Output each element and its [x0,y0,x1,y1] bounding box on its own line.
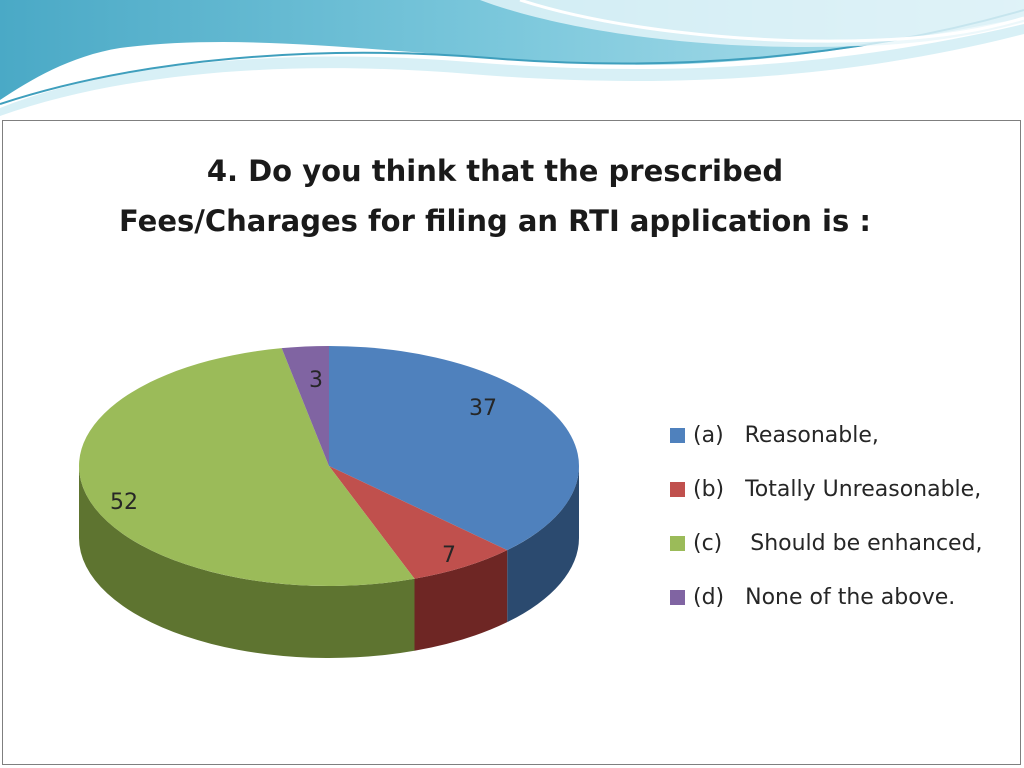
legend-item-b: (b) Totally Unreasonable, [670,462,1010,516]
chart-title-line-2: Fees/Charages for filing an RTI applicat… [119,204,871,238]
chart-title: 4. Do you think that the prescribed Fees… [0,146,990,246]
pie-slice-d [281,346,329,466]
legend-label-b: (b) Totally Unreasonable, [693,476,982,502]
legend-swatch-c [670,535,685,551]
pie-side-b [414,550,508,651]
legend-label-d: (d) None of the above. [693,584,956,610]
pie-tops [79,346,580,586]
data-label-a: 37 [469,396,497,421]
data-label-c: 52 [110,490,138,515]
legend-item-d: (d) None of the above. [670,570,1010,624]
legend-item-c: (c) Should be enhanced, [670,516,1010,570]
legend-label-c: (c) Should be enhanced, [693,530,983,556]
legend-swatch-a [670,427,685,443]
chart-legend: (a) Reasonable, (b) Totally Unreasonable… [670,408,1010,624]
data-label-d: 3 [309,368,323,393]
pie-slice-c [79,348,415,586]
chart-title-line-1: 4. Do you think that the prescribed [206,154,784,188]
legend-swatch-b [670,481,685,497]
header-wave-decoration [0,0,1024,116]
data-label-b: 7 [442,543,456,568]
pie-sides [79,466,579,658]
legend-label-a: (a) Reasonable, [693,422,879,448]
pie-slice-b [329,466,508,579]
legend-item-a: (a) Reasonable, [670,408,1010,462]
legend-swatch-d [670,589,685,605]
pie-side-c [79,466,415,658]
pie-side-a [507,466,579,623]
pie-slice-a [329,346,580,551]
